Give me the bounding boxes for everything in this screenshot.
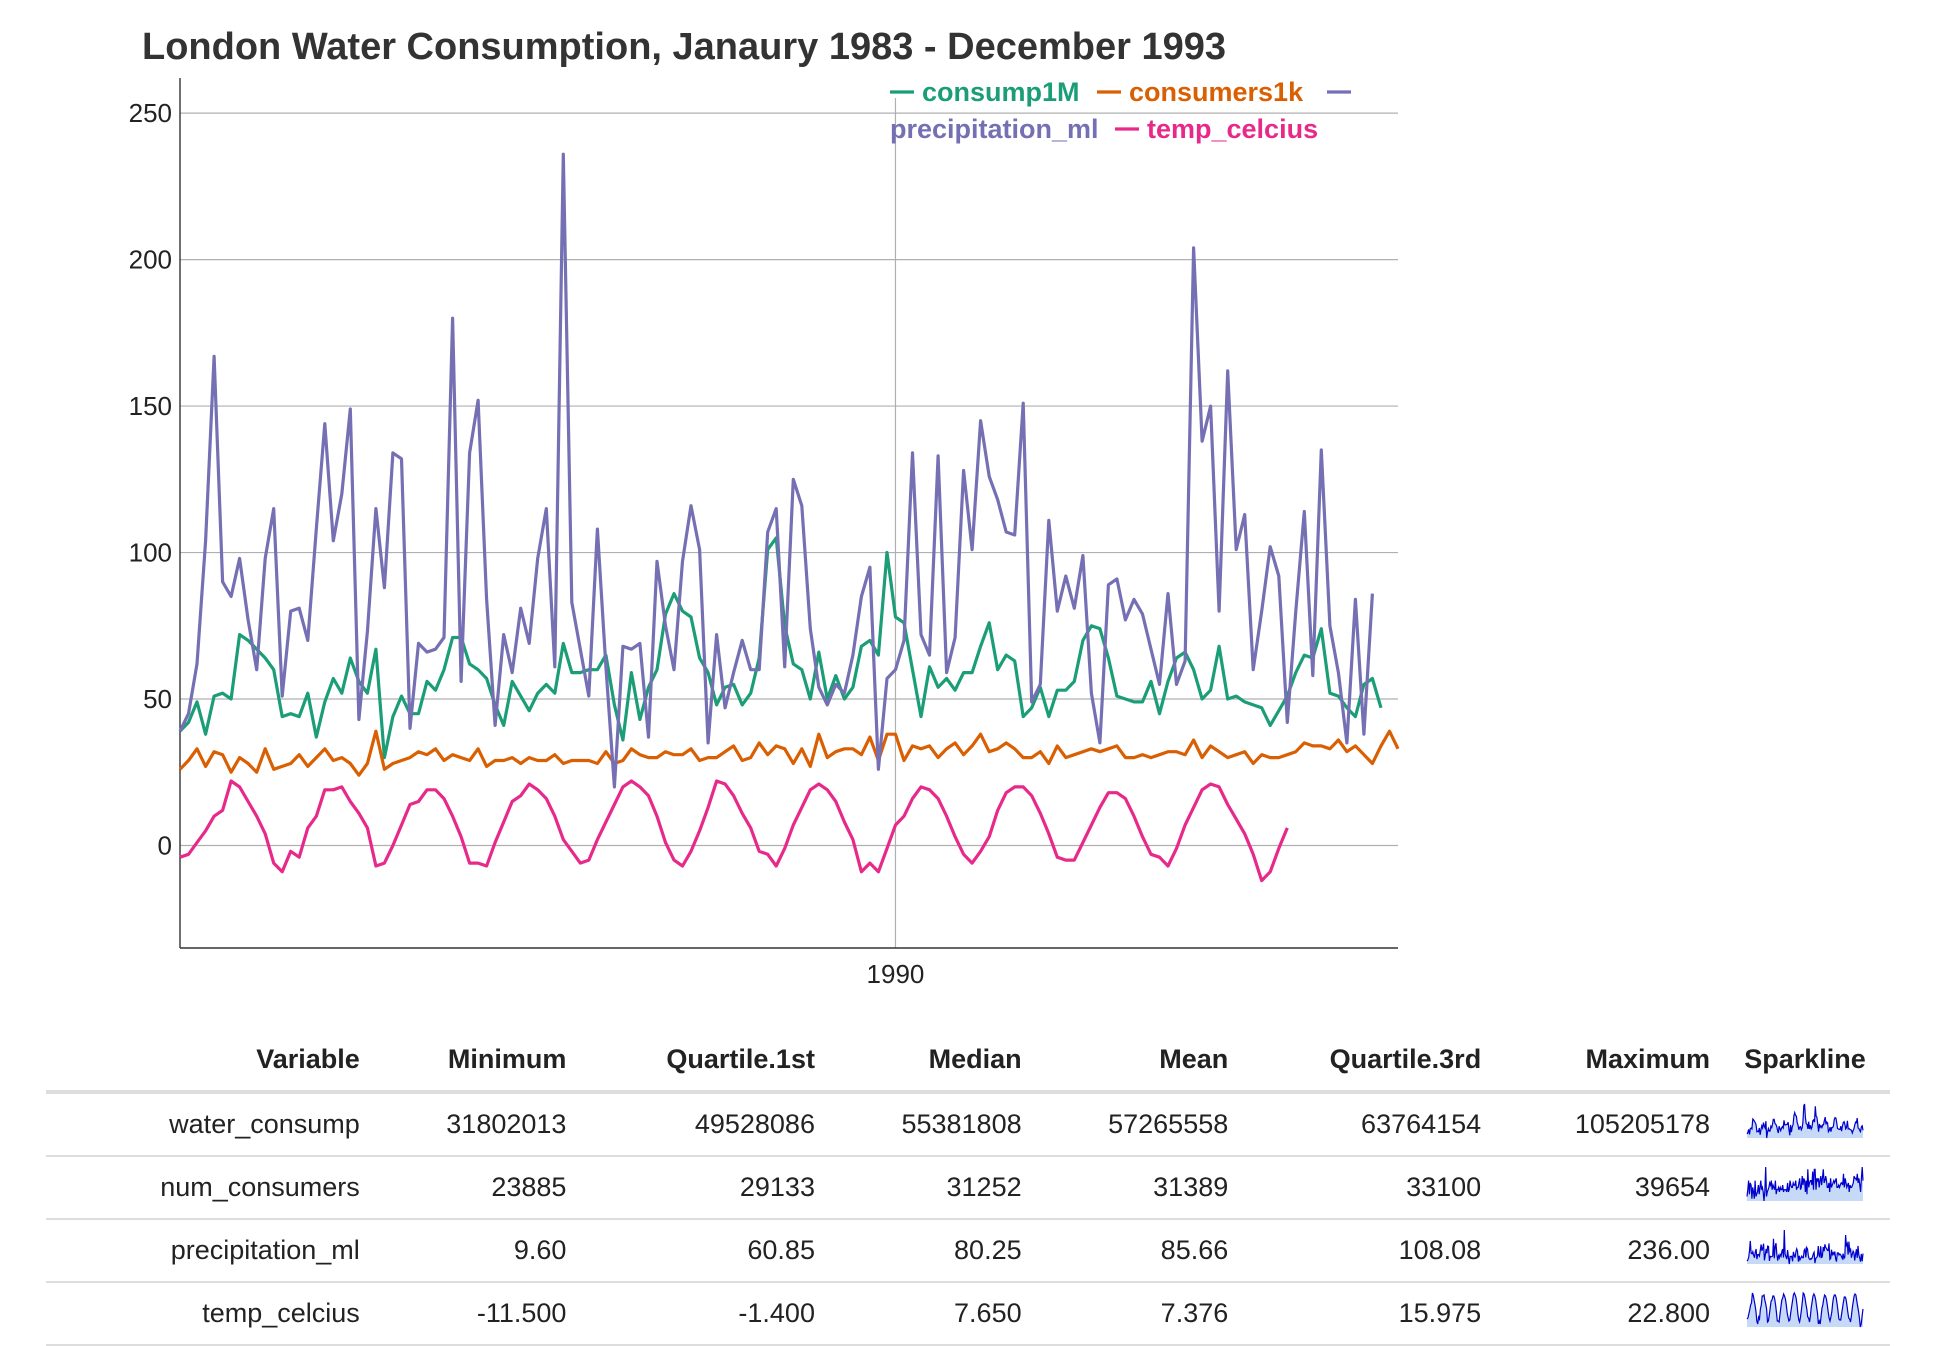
cell-quartile-1st: 29133: [576, 1156, 825, 1220]
summary-table: Variable Minimum Quartile.1st Median Mea…: [46, 1028, 1890, 1346]
cell-quartile-3rd: 15.975: [1238, 1282, 1492, 1346]
cell-mean: 57265558: [1031, 1092, 1239, 1157]
axes: 0 50 100 150 200 250 1990: [129, 78, 1398, 989]
legend-item-precipitation-ml[interactable]: precipitation_ml: [890, 114, 1099, 144]
sparkline-line: [1746, 1166, 1864, 1202]
table-header-row: Variable Minimum Quartile.1st Median Mea…: [46, 1028, 1890, 1094]
table-body: water_consump 31802013 49528086 55381808 572…: [46, 1092, 1890, 1346]
series-line-precipitation-ml[interactable]: [178, 152, 1374, 789]
cell-quartile-3rd: 63764154: [1238, 1092, 1492, 1157]
table-row: precipitation_ml 9.60 60.85 80.25 85.66 108.0…: [46, 1219, 1890, 1283]
cell-quartile-1st: -1.400: [576, 1282, 825, 1346]
table-row: temp_celcius -11.500 -1.400 7.650 7.376 15.97…: [46, 1282, 1890, 1346]
series-lines: [178, 152, 1400, 883]
cell-minimum: -11.500: [369, 1282, 577, 1346]
series-line-consumers1k[interactable]: [178, 729, 1400, 777]
cell-maximum: 39654: [1491, 1156, 1720, 1220]
cell-mean: 85.66: [1031, 1219, 1239, 1283]
table-row: num_consumers 23885 29133 31252 31389 33100 39…: [46, 1156, 1890, 1220]
col-header-maximum[interactable]: Maximum: [1491, 1028, 1720, 1094]
col-header-sparkline: Sparkline: [1720, 1028, 1890, 1094]
col-header-median[interactable]: Median: [824, 1028, 1032, 1094]
cell-mean: 31389: [1031, 1156, 1239, 1220]
y-tick-label: 150: [129, 391, 172, 421]
cell-median: 55381808: [824, 1092, 1032, 1157]
sparkline: [1746, 1166, 1864, 1202]
y-tick-label: 200: [129, 245, 172, 275]
sparkline: [1746, 1291, 1864, 1328]
cell-maximum: 22.800: [1491, 1282, 1720, 1346]
sparkline-area: [1747, 1293, 1863, 1327]
cell-minimum: 23885: [369, 1156, 577, 1220]
cell-maximum: 236.00: [1491, 1219, 1720, 1283]
cell-mean: 7.376: [1031, 1282, 1239, 1346]
col-header-mean[interactable]: Mean: [1031, 1028, 1239, 1094]
cell-variable: num_consumers: [46, 1156, 370, 1220]
sparkline-cell: [1720, 1092, 1890, 1157]
sparkline-cell: [1720, 1156, 1890, 1220]
sparkline-line: [1746, 1103, 1864, 1139]
table-row: water_consump 31802013 49528086 55381808 572…: [46, 1092, 1890, 1157]
y-tick-label: 100: [129, 538, 172, 568]
series-line-temp-celcius[interactable]: [179, 779, 1289, 883]
cell-quartile-1st: 49528086: [576, 1092, 825, 1157]
chart-title: London Water Consumption, Janaury 1983 -…: [142, 26, 1226, 68]
cell-median: 7.650: [824, 1282, 1032, 1346]
cell-variable: precipitation_ml: [46, 1219, 370, 1283]
col-header-minimum[interactable]: Minimum: [369, 1028, 577, 1094]
sparkline-area: [1747, 1104, 1863, 1138]
legend-item-consumers1k[interactable]: consumers1k: [1129, 77, 1304, 107]
sparkline-line: [1746, 1229, 1864, 1265]
legend-item-temp-celcius[interactable]: temp_celcius: [1147, 114, 1318, 144]
cell-variable: water_consump: [46, 1092, 370, 1157]
line-chart: London Water Consumption, Janaury 1983 -…: [129, 26, 1400, 989]
sparkline: [1746, 1229, 1864, 1265]
sparkline-cell: [1720, 1219, 1890, 1283]
cell-quartile-3rd: 108.08: [1238, 1219, 1492, 1283]
cell-minimum: 31802013: [369, 1092, 577, 1157]
col-header-variable[interactable]: Variable: [46, 1028, 370, 1094]
cell-quartile-3rd: 33100: [1238, 1156, 1492, 1220]
y-tick-label: 50: [143, 684, 172, 714]
cell-minimum: 9.60: [369, 1219, 577, 1283]
y-tick-label: 0: [158, 830, 172, 860]
cell-median: 31252: [824, 1156, 1032, 1220]
cell-maximum: 105205178: [1491, 1092, 1720, 1157]
cell-quartile-1st: 60.85: [576, 1219, 825, 1283]
legend[interactable]: consump1M consumers1k precipitation_ml temp…: [890, 77, 1351, 144]
x-tick-label: 1990: [867, 959, 925, 989]
cell-variable: temp_celcius: [46, 1282, 370, 1346]
sparkline-cell: [1720, 1282, 1890, 1346]
sparkline: [1746, 1103, 1864, 1139]
cell-median: 80.25: [824, 1219, 1032, 1283]
legend-item-consump1m[interactable]: consump1M: [922, 77, 1080, 107]
sparkline-line: [1746, 1291, 1864, 1328]
col-header-quartile-3rd[interactable]: Quartile.3rd: [1238, 1028, 1492, 1094]
y-tick-label: 250: [129, 98, 172, 128]
chart-container: London Water Consumption, Janaury 1983 -…: [129, 26, 1400, 989]
col-header-quartile-1st[interactable]: Quartile.1st: [576, 1028, 825, 1094]
